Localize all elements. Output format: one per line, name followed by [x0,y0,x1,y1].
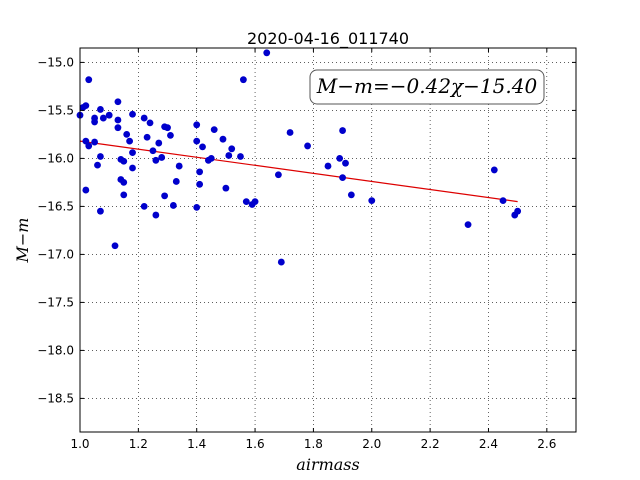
data-point [304,142,311,150]
data-point [158,154,166,161]
data-point [490,166,498,174]
x-tick-label: 2.6 [537,437,556,451]
data-point [339,174,346,182]
data-point [114,116,122,124]
data-point [193,137,201,145]
data-point [242,198,250,206]
data-point [193,121,201,129]
data-point [193,203,201,211]
data-point [219,135,227,143]
data-point [123,131,131,138]
x-tick-label: 1.0 [70,437,89,451]
data-point [263,49,271,57]
data-point [114,98,122,106]
data-point [111,242,119,250]
data-point [275,171,282,179]
x-tick-label: 2.2 [421,437,440,451]
x-tick-label: 1.2 [129,437,148,451]
x-tick-label: 1.4 [187,437,206,451]
data-point [143,133,151,141]
data-point [140,203,148,210]
data-point [210,126,218,133]
data-point [514,207,522,215]
data-point [97,207,104,215]
data-point [152,211,160,219]
data-point [222,184,230,192]
data-point [207,155,215,162]
y-tick-label: −18.5 [37,391,74,405]
data-point [114,124,122,132]
data-point [286,129,294,136]
data-point [126,137,133,145]
data-point [82,186,90,194]
equation-box-frame [309,69,545,105]
axis-ticks: 1.0 1.2 1.4 1.6 1.8 2.0 2.2 2.4 2.6 −15.0 −15.5 −16… [37,48,576,451]
data-point [499,197,507,205]
data-point [336,155,344,162]
grid-lines [79,48,576,432]
x-tick-label: 2.0 [362,437,381,451]
x-tick-label: 2.4 [479,437,498,451]
data-point [140,114,148,122]
data-point [251,198,259,206]
x-axis-label: airmass [296,455,359,474]
y-tick-label: −16.0 [37,151,74,165]
x-tick-label: 1.8 [304,437,323,451]
y-tick-label: −17.0 [37,247,74,261]
data-point [129,149,136,157]
data-point [464,221,472,229]
data-point [129,110,136,118]
data-point [99,114,107,122]
data-point [169,202,177,209]
fit-equation: M−m=−0.42χ−15.40 [316,74,538,98]
data-point [97,106,104,113]
data-point [120,179,128,186]
data-point [277,258,285,266]
data-point [199,143,206,151]
data-point [91,138,98,146]
y-tick-label: −15.5 [37,103,74,117]
data-point [237,153,244,160]
data-point [129,164,136,172]
data-point [228,145,236,153]
data-point [175,162,183,170]
data-point [164,124,171,132]
scatter-points [76,49,522,266]
equation-box: M−m=−0.42χ−15.40 [309,69,545,105]
data-point [347,191,355,199]
y-tick-label: −15.0 [37,55,74,69]
data-point [239,76,247,84]
data-point [85,76,93,84]
data-point [196,180,204,188]
x-tick-label: 1.6 [246,437,265,451]
data-point [146,119,154,127]
y-axis-label: M−m [13,218,32,264]
data-point [155,139,163,147]
data-point [85,142,93,150]
axes-frame [79,47,577,433]
data-point [91,118,98,126]
data-point [324,162,332,170]
y-tick-label: −18.0 [37,343,74,357]
data-point [152,156,160,164]
data-point [172,178,180,185]
y-tick-label: −16.5 [37,199,74,213]
data-point [225,152,233,159]
data-point [120,191,128,199]
data-point [368,197,376,205]
data-point [97,153,104,160]
data-point [82,102,90,109]
data-point [167,131,174,139]
data-point [196,168,204,176]
data-point [342,159,349,167]
data-point [161,192,169,200]
chart-title: 2020-04-16_011740 [247,29,409,49]
data-point [339,127,346,134]
data-point [94,161,101,169]
y-tick-label: −17.5 [37,295,74,309]
data-point [120,157,128,165]
data-point [149,147,157,155]
data-point [105,111,113,119]
